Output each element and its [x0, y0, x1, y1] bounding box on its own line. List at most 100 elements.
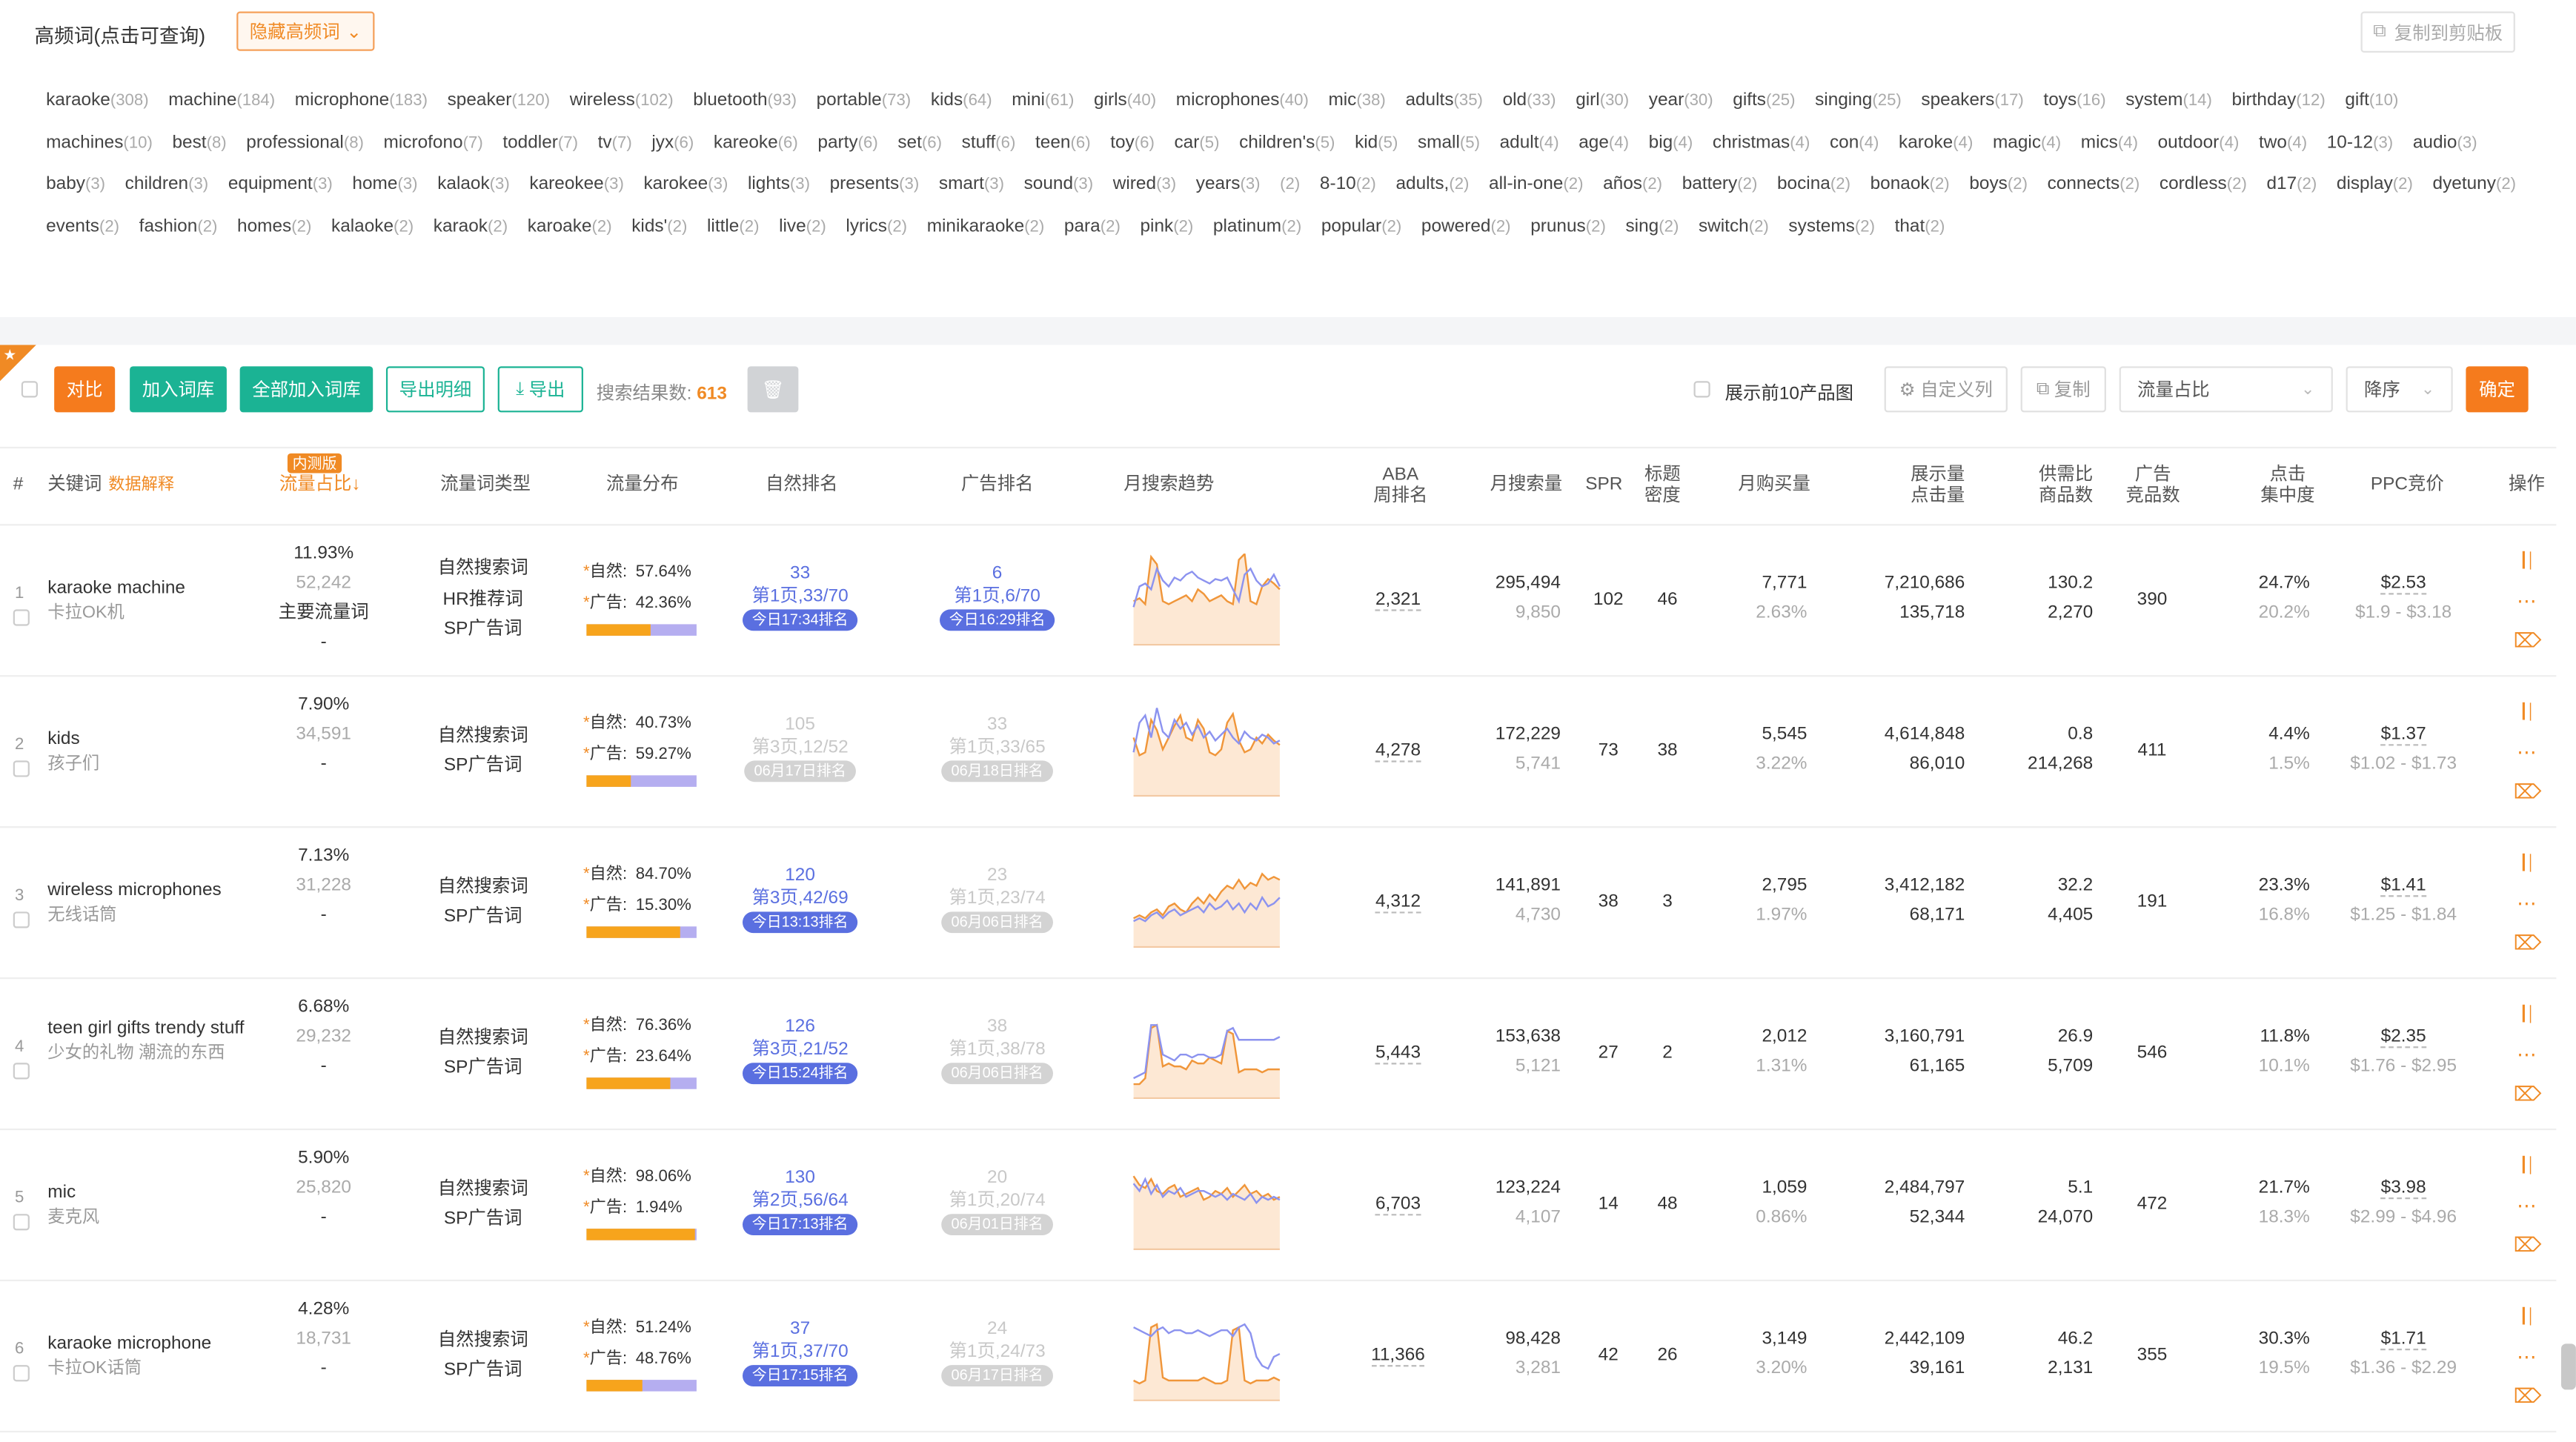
- ppc-bid-wrap[interactable]: $3.98: [2329, 1173, 2477, 1203]
- aba-rank[interactable]: 11,366: [1357, 1340, 1439, 1370]
- more-icon[interactable]: ⋯: [2517, 1193, 2537, 1217]
- keyword-tag[interactable]: big(4): [1649, 124, 1693, 167]
- aba-rank[interactable]: 4,312: [1357, 887, 1439, 917]
- keyword-tag[interactable]: home(3): [352, 166, 417, 208]
- ad-rank-value[interactable]: 23: [987, 865, 1008, 886]
- keyword-tag[interactable]: bluetooth(93): [693, 82, 797, 124]
- keyword-tag[interactable]: kids(64): [931, 82, 992, 124]
- keyword-tag[interactable]: kid(5): [1355, 124, 1398, 167]
- keyword-tag[interactable]: tv(7): [598, 124, 632, 167]
- keyword-tag[interactable]: microfono(7): [384, 124, 483, 167]
- aba-rank-value[interactable]: 2,321: [1375, 589, 1421, 611]
- keyword-tag[interactable]: 10-12(3): [2327, 124, 2394, 167]
- organic-rank-cell[interactable]: 37 第1页,37/70 今日17:15排名: [734, 1318, 866, 1386]
- keyword-tag[interactable]: microphone(183): [295, 82, 428, 124]
- organic-rank-cell[interactable]: 130 第2页,56/64 今日17:13排名: [734, 1166, 866, 1236]
- col-ppc[interactable]: PPC竞价: [2370, 474, 2444, 495]
- ad-rank-value[interactable]: 33: [987, 714, 1008, 734]
- data-explain-link[interactable]: 数据解释: [108, 476, 174, 495]
- ppc-bid[interactable]: $1.71: [2380, 1329, 2426, 1351]
- aba-rank-value[interactable]: 11,366: [1371, 1345, 1425, 1367]
- col-title-density[interactable]: 标题 密度: [1644, 465, 1681, 508]
- keyword-tag[interactable]: display(2): [2337, 166, 2413, 208]
- ppc-bid-wrap[interactable]: $1.37: [2329, 720, 2477, 749]
- keyword-tag[interactable]: old(33): [1503, 82, 1556, 124]
- keyword-cell[interactable]: karaoke microphone 卡拉OK话筒: [47, 1332, 253, 1382]
- confirm-button[interactable]: 确定: [2466, 366, 2529, 413]
- keyword-text[interactable]: karaoke microphone: [47, 1334, 212, 1354]
- organic-rank-value[interactable]: 130: [785, 1168, 815, 1188]
- keyword-tag[interactable]: years(3): [1196, 166, 1261, 208]
- ppc-bid[interactable]: $1.37: [2380, 724, 2426, 746]
- trash-icon[interactable]: ⌦: [2513, 1233, 2542, 1257]
- keyword-tag[interactable]: wireless(102): [570, 82, 674, 124]
- hide-keywords-button[interactable]: 隐藏高频词 ⌄: [236, 11, 375, 51]
- keyword-tag[interactable]: lyrics(2): [846, 208, 907, 250]
- col-impressions[interactable]: 展示量 点击量: [1911, 465, 1965, 508]
- chart-icon[interactable]: ┃│: [2519, 854, 2535, 871]
- trash-icon[interactable]: ⌦: [2513, 931, 2542, 954]
- keyword-tag[interactable]: teen(6): [1035, 124, 1091, 167]
- keyword-text[interactable]: teen girl gifts trendy stuff: [47, 1018, 245, 1039]
- keyword-tag[interactable]: toy(6): [1110, 124, 1155, 167]
- col-flow-share[interactable]: 流量占比↓: [279, 474, 361, 495]
- keyword-tag[interactable]: karoake(2): [528, 208, 612, 250]
- aba-rank[interactable]: 2,321: [1357, 585, 1439, 614]
- delete-button[interactable]: 🗑: [747, 366, 799, 413]
- ppc-bid[interactable]: $3.98: [2380, 1177, 2426, 1200]
- trash-icon[interactable]: ⌦: [2513, 780, 2542, 804]
- select-all-checkbox[interactable]: [21, 381, 38, 398]
- keyword-tag[interactable]: children's(5): [1239, 124, 1335, 167]
- keyword-tag[interactable]: systems(2): [1788, 208, 1875, 250]
- keyword-tag[interactable]: cordless(2): [2160, 166, 2247, 208]
- keyword-tag[interactable]: 8-10(2): [1320, 166, 1376, 208]
- organic-rank-value[interactable]: 105: [785, 714, 815, 734]
- keyword-tag[interactable]: popular(2): [1321, 208, 1401, 250]
- col-spr[interactable]: SPR: [1585, 474, 1623, 495]
- chart-icon[interactable]: ┃│: [2519, 1156, 2535, 1173]
- keyword-tag[interactable]: best(8): [172, 124, 226, 167]
- keyword-tag[interactable]: outdoor(4): [2158, 124, 2240, 167]
- ad-rank-cell[interactable]: 33 第1页,33/65 06月18日排名: [932, 713, 1063, 783]
- keyword-tag[interactable]: christmas(4): [1713, 124, 1810, 167]
- keyword-tag[interactable]: stuff(6): [962, 124, 1016, 167]
- sort-order-select[interactable]: 降序 ⌄: [2346, 366, 2453, 413]
- keyword-tag[interactable]: girl(30): [1576, 82, 1629, 124]
- keyword-tag[interactable]: battery(2): [1682, 166, 1758, 208]
- keyword-tag[interactable]: con(4): [1830, 124, 1879, 167]
- keyword-tag[interactable]: años(2): [1603, 166, 1662, 208]
- keyword-tag[interactable]: connects(2): [2048, 166, 2140, 208]
- organic-rank-cell[interactable]: 120 第3页,42/69 今日13:13排名: [734, 864, 866, 934]
- ad-rank-value[interactable]: 38: [987, 1017, 1008, 1037]
- ppc-bid-wrap[interactable]: $1.71: [2329, 1324, 2477, 1354]
- row-checkbox[interactable]: [13, 609, 30, 626]
- keyword-tag[interactable]: equipment(3): [228, 166, 333, 208]
- keyword-tag[interactable]: little(2): [707, 208, 759, 250]
- keyword-tag[interactable]: machines(10): [46, 124, 153, 167]
- monthly-trend-sparkline[interactable]: [1132, 1007, 1281, 1100]
- keyword-tag[interactable]: microphones(40): [1176, 82, 1309, 124]
- keyword-tag[interactable]: homes(2): [237, 208, 311, 250]
- monthly-trend-sparkline[interactable]: [1132, 554, 1281, 646]
- ad-rank-cell[interactable]: 23 第1页,23/74 06月06日排名: [932, 864, 1063, 934]
- aba-rank-value[interactable]: 6,703: [1375, 1194, 1421, 1216]
- keyword-tag[interactable]: bonaok(2): [1870, 166, 1950, 208]
- keyword-tag[interactable]: karaok(2): [434, 208, 508, 250]
- col-ad-products[interactable]: 广告 竞品数: [2126, 465, 2180, 508]
- copy-clipboard-button[interactable]: ⧉ 复制到剪贴板: [2360, 11, 2515, 53]
- keyword-tag[interactable]: two(4): [2259, 124, 2307, 167]
- keyword-tag[interactable]: (2): [1280, 166, 1300, 208]
- col-monthly-buy[interactable]: 月购买量: [1738, 474, 1810, 495]
- organic-rank-value[interactable]: 37: [790, 1319, 811, 1339]
- more-icon[interactable]: ⋯: [2517, 1344, 2537, 1368]
- ad-rank-cell[interactable]: 24 第1页,24/73 06月17日排名: [932, 1318, 1063, 1386]
- keyword-tag[interactable]: year(30): [1649, 82, 1713, 124]
- monthly-trend-sparkline[interactable]: [1132, 856, 1281, 948]
- keyword-tag[interactable]: all-in-one(2): [1489, 166, 1583, 208]
- keyword-tag[interactable]: mics(4): [2081, 124, 2138, 167]
- keyword-tag[interactable]: adults,(2): [1395, 166, 1469, 208]
- keyword-tag[interactable]: minikaraoke(2): [927, 208, 1045, 250]
- keyword-tag[interactable]: wired(3): [1113, 166, 1176, 208]
- aba-rank-value[interactable]: 5,443: [1375, 1043, 1421, 1065]
- keyword-tag[interactable]: live(2): [779, 208, 826, 250]
